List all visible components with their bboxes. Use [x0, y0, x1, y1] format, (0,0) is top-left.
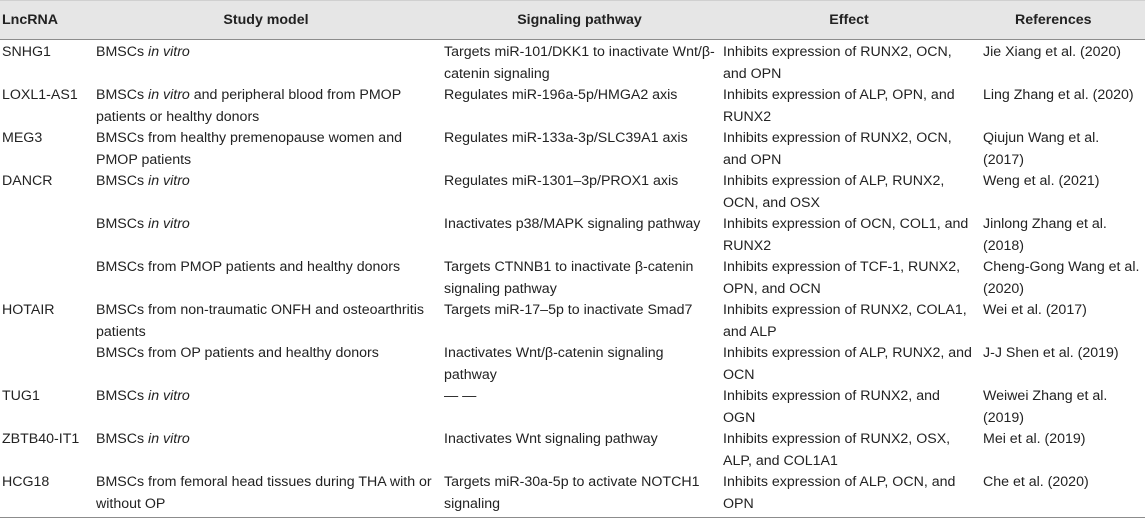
cell-effect: Inhibits expression of RUNX2, and OGN: [723, 388, 940, 426]
cell-lncrna: HOTAIR: [2, 302, 55, 318]
cell-signaling-pathway: — —: [444, 388, 477, 404]
table-row: BMSCs from OP patients and healthy donor…: [0, 343, 1145, 386]
study-model-italic: in vitro: [144, 216, 190, 232]
study-model-text: BMSCs from femoral head tissues during T…: [96, 474, 432, 512]
cell-effect: Inhibits expression of RUNX2, OSX, ALP, …: [723, 431, 951, 469]
cell-reference: Qiujun Wang et al. (2017): [983, 130, 1100, 168]
cell-lncrna: [0, 343, 92, 386]
table-row: DANCR BMSCs in vitro Regulates miR-1301–3p…: [0, 171, 1145, 214]
study-model-text: BMSCs: [96, 431, 145, 447]
cell-study-model: BMSCs from OP patients and healthy donor…: [92, 343, 440, 386]
cell-reference: Weiwei Zhang et al. (2019): [983, 388, 1108, 426]
cell-effect: Inhibits expression of ALP, RUNX2, and O…: [723, 345, 972, 383]
cell-signaling-pathway: Targets CTNNB1 to inactivate β-catenin s…: [444, 259, 694, 297]
header-row: LncRNA Study model Signaling pathway Eff…: [0, 0, 1145, 40]
study-model-italic: in vitro: [144, 431, 190, 447]
cell-signaling-pathway: Regulates miR-196a-5p/HMGA2 axis: [444, 87, 678, 103]
cell-signaling-pathway: Targets miR-101/DKK1 to inactivate Wnt/β…: [444, 44, 715, 82]
study-model-text: BMSCs: [96, 87, 145, 103]
cell-lncrna: SNHG1: [2, 44, 51, 60]
cell-lncrna: HCG18: [0, 472, 92, 518]
cell-study-model: BMSCs from healthy premenopause women an…: [92, 128, 440, 171]
cell-effect: Inhibits expression of RUNX2, OCN, and O…: [723, 130, 952, 168]
cell-study-model: BMSCs from femoral head tissues during T…: [92, 472, 440, 518]
cell-study-model: BMSCs in vitro: [92, 214, 440, 257]
cell-signaling-pathway: Regulates miR-133a-3p/SLC39A1 axis: [444, 130, 688, 146]
table-header: LncRNA Study model Signaling pathway Eff…: [0, 0, 1145, 40]
cell-lncrna: [0, 214, 92, 257]
study-model-text: BMSCs from healthy premenopause women an…: [96, 130, 402, 168]
study-model-text: BMSCs from PMOP patients and healthy don…: [96, 259, 401, 275]
cell-reference: Cheng-Gong Wang et al. (2020): [983, 259, 1140, 297]
cell-effect: Inhibits expression of RUNX2, OCN, and O…: [723, 44, 952, 82]
table-row: HOTAIR BMSCs from non-traumatic ONFH and …: [0, 300, 1145, 343]
cell-reference: J-J Shen et al. (2019): [983, 345, 1119, 361]
table-row: SNHG1 BMSCs in vitro Targets miR-101/DKK1 …: [0, 40, 1145, 86]
header-references: References: [979, 0, 1145, 40]
cell-lncrna: ZBTB40-IT1: [2, 431, 80, 447]
cell-effect: Inhibits expression of OCN, COL1, and RU…: [723, 216, 969, 254]
cell-effect: Inhibits expression of TCF-1, RUNX2, OPN…: [723, 259, 961, 297]
cell-study-model: BMSCs from PMOP patients and healthy don…: [92, 257, 440, 300]
cell-signaling-pathway: Inactivates Wnt/β-catenin signaling path…: [444, 345, 664, 383]
cell-effect: Inhibits expression of RUNX2, COLA1, and…: [723, 302, 967, 340]
cell-reference: Jinlong Zhang et al. (2018): [983, 216, 1107, 254]
cell-reference: Mei et al. (2019): [983, 431, 1086, 447]
cell-effect: Inhibits expression of ALP, OPN, and RUN…: [723, 87, 955, 125]
cell-signaling-pathway: Inactivates p38/MAPK signaling pathway: [444, 216, 701, 232]
cell-effect: Inhibits expression of ALP, RUNX2, OCN, …: [723, 173, 945, 211]
cell-lncrna: TUG1: [2, 388, 40, 404]
cell-effect: Inhibits expression of ALP, OCN, and OPN: [719, 472, 979, 518]
cell-study-model: BMSCs in vitro: [92, 386, 440, 429]
header-lncrna: LncRNA: [0, 0, 92, 40]
study-model-text: BMSCs: [96, 216, 145, 232]
study-model-italic: in vitro: [144, 44, 190, 60]
study-model-text: BMSCs: [96, 388, 145, 404]
cell-lncrna: MEG3: [2, 130, 43, 146]
study-model-rest: and peripheral blood from PMOP patients …: [96, 87, 401, 125]
cell-signaling-pathway: Inactivates Wnt signaling pathway: [444, 431, 658, 447]
cell-signaling-pathway: Regulates miR-1301–3p/PROX1 axis: [444, 173, 679, 189]
table-row: LOXL1-AS1 BMSCs in vitro and peripheral b…: [0, 85, 1145, 128]
header-study-model: Study model: [92, 0, 440, 40]
study-model-text: BMSCs from non-traumatic ONFH and osteoa…: [96, 302, 424, 340]
cell-reference: Wei et al. (2017): [983, 302, 1087, 318]
header-signaling-pathway: Signaling pathway: [440, 0, 719, 40]
table-row: BMSCs in vitro Inactivates p38/MAPK signa…: [0, 214, 1145, 257]
cell-study-model: BMSCs in vitro and peripheral blood from…: [92, 85, 440, 128]
cell-study-model: BMSCs in vitro: [92, 171, 440, 214]
table-row: ZBTB40-IT1 BMSCs in vitro Inactivates Wnt …: [0, 429, 1145, 472]
cell-study-model: BMSCs in vitro: [92, 429, 440, 472]
cell-signaling-pathway: Targets miR-30a-5p to activate NOTCH1 si…: [440, 472, 719, 518]
table-row: TUG1 BMSCs in vitro — — Inhibits expression…: [0, 386, 1145, 429]
table-row: MEG3 BMSCs from healthy premenopause wome…: [0, 128, 1145, 171]
cell-lncrna: [0, 257, 92, 300]
study-model-italic: in vitro: [144, 388, 190, 404]
cell-reference: Weng et al. (2021): [983, 173, 1100, 189]
study-model-italic: in vitro: [144, 173, 190, 189]
study-model-text: BMSCs: [96, 173, 145, 189]
cell-lncrna: DANCR: [2, 173, 53, 189]
cell-study-model: BMSCs from non-traumatic ONFH and osteoa…: [92, 300, 440, 343]
header-effect: Effect: [719, 0, 979, 40]
table-row: BMSCs from PMOP patients and healthy don…: [0, 257, 1145, 300]
table-row: HCG18 BMSCs from femoral head tissues dur…: [0, 472, 1145, 518]
table-body: SNHG1 BMSCs in vitro Targets miR-101/DKK1 …: [0, 40, 1145, 518]
cell-lncrna: LOXL1-AS1: [2, 87, 78, 103]
study-model-text: BMSCs from OP patients and healthy donor…: [96, 345, 379, 361]
cell-reference: Che et al. (2020): [979, 472, 1145, 518]
cell-study-model: BMSCs in vitro: [92, 40, 440, 86]
study-model-italic: in vitro: [144, 87, 190, 103]
cell-reference: Jie Xiang et al. (2020): [983, 44, 1122, 60]
study-model-text: BMSCs: [96, 44, 145, 60]
cell-reference: Ling Zhang et al. (2020): [983, 87, 1134, 103]
cell-signaling-pathway: Targets miR-17–5p to inactivate Smad7: [444, 302, 693, 318]
